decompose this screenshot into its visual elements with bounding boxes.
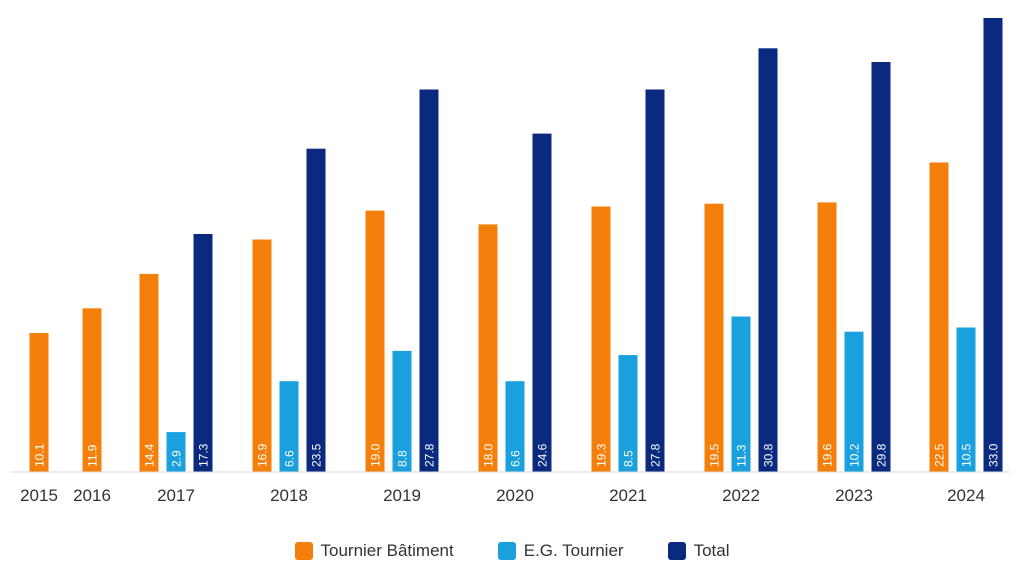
data-label-2015-series-0: 10.1: [33, 443, 47, 467]
bar-2016-series-0[interactable]: [82, 308, 102, 472]
x-tick-labels-group: 2015 2016 2017 2018 2019 2020 2021 2022 2023 2024: [20, 486, 985, 505]
data-label-2023-series-2: 29.8: [875, 443, 889, 467]
bar-2018-series-1[interactable]: [279, 381, 299, 472]
x-tick-label-2024: 2024: [947, 486, 985, 505]
bar-2022-series-1[interactable]: [731, 316, 751, 473]
bar-2023-series-2[interactable]: [871, 62, 891, 472]
bar-2021-series-0[interactable]: [591, 206, 611, 473]
legend-label: Tournier Bâtiment: [320, 541, 454, 560]
value-labels-group: 10.1 11.9 14.4 2.9 17.3 16.9 6.6 23.5 19.0 8.8 27.…: [33, 443, 1001, 467]
data-label-2021-series-0: 19.3: [595, 443, 609, 467]
bar-2023-series-0[interactable]: [817, 202, 837, 472]
legend-item-total[interactable]: Total: [667, 541, 730, 561]
bar-2017-series-1[interactable]: [166, 432, 186, 472]
bar-2017-series-2[interactable]: [193, 234, 213, 472]
data-label-2022-series-0: 19.5: [708, 443, 722, 467]
x-tick-label-2019: 2019: [383, 486, 421, 505]
bar-2018-series-0[interactable]: [252, 239, 272, 473]
bar-2021-series-2[interactable]: [645, 89, 665, 473]
bar-2023-series-1[interactable]: [844, 331, 864, 472]
bar-2019-series-0[interactable]: [365, 210, 385, 472]
legend-swatch-eg-tournier: [497, 542, 516, 560]
legend-swatch-total: [667, 542, 686, 560]
data-label-2019-series-2: 27.8: [423, 443, 437, 467]
bar-2020-series-0[interactable]: [478, 224, 498, 472]
data-label-2023-series-1: 10.2: [848, 443, 862, 467]
data-label-2024-series-0: 22.5: [933, 443, 947, 467]
bar-2020-series-2[interactable]: [532, 133, 552, 472]
data-label-2023-series-0: 19.6: [821, 443, 835, 467]
data-label-2017-series-2: 17.3: [197, 443, 211, 467]
x-tick-label-2020: 2020: [496, 486, 534, 505]
data-label-2017-series-0: 14.4: [143, 443, 157, 467]
legend: Tournier Bâtiment E.G. Tournier Total: [0, 536, 1024, 566]
bar-2017-series-0[interactable]: [139, 273, 159, 472]
legend-label: E.G. Tournier: [523, 541, 624, 560]
x-tick-label-2023: 2023: [835, 486, 873, 505]
data-label-2020-series-2: 24.6: [536, 443, 550, 467]
bar-chart: 10.1 11.9 14.4 2.9 17.3 16.9 6.6 23.5 19.0 8.8 27.…: [10, 18, 1010, 505]
data-label-2018-series-2: 23.5: [310, 443, 324, 467]
data-label-2018-series-0: 16.9: [256, 443, 270, 467]
x-tick-label-2015: 2015: [20, 486, 58, 505]
data-label-2022-series-1: 11.3: [735, 444, 749, 467]
bar-2024-series-0[interactable]: [929, 162, 949, 473]
data-label-2019-series-1: 8.8: [396, 450, 410, 467]
legend-label: Total: [693, 541, 730, 560]
x-tick-label-2016: 2016: [73, 486, 111, 505]
bars-group: [29, 18, 1003, 473]
bar-2024-series-1[interactable]: [956, 327, 976, 473]
bar-2015-series-0[interactable]: [29, 333, 49, 472]
bar-2019-series-1[interactable]: [392, 350, 412, 472]
data-label-2019-series-0: 19.0: [369, 443, 383, 467]
bar-2019-series-2[interactable]: [419, 89, 439, 473]
legend-item-tournier-batiment[interactable]: Tournier Bâtiment: [294, 541, 454, 561]
data-label-2021-series-2: 27.8: [649, 443, 663, 467]
data-label-2024-series-1: 10.5: [960, 443, 974, 467]
data-label-2024-series-2: 33.0: [987, 443, 1001, 467]
data-label-2018-series-1: 6.6: [283, 450, 297, 467]
bar-2020-series-1[interactable]: [505, 381, 525, 472]
bar-2022-series-0[interactable]: [704, 203, 724, 472]
legend-item-eg-tournier[interactable]: E.G. Tournier: [497, 541, 624, 561]
data-label-2020-series-1: 6.6: [509, 450, 523, 467]
x-tick-label-2021: 2021: [609, 486, 647, 505]
legend-swatch-tournier-batiment: [294, 542, 313, 560]
bar-2021-series-1[interactable]: [618, 355, 638, 472]
x-tick-label-2022: 2022: [722, 486, 760, 505]
bar-2018-series-2[interactable]: [306, 148, 326, 472]
x-tick-label-2017: 2017: [157, 486, 195, 505]
bar-2024-series-2[interactable]: [983, 18, 1003, 472]
data-label-2016-series-0: 11.9: [86, 444, 100, 467]
x-tick-label-2018: 2018: [270, 486, 308, 505]
data-label-2021-series-1: 8.5: [622, 450, 636, 467]
data-label-2017-series-1: 2.9: [170, 450, 184, 467]
bar-2022-series-2[interactable]: [758, 48, 778, 473]
data-label-2020-series-0: 18.0: [482, 443, 496, 467]
data-label-2022-series-2: 30.8: [762, 443, 776, 467]
